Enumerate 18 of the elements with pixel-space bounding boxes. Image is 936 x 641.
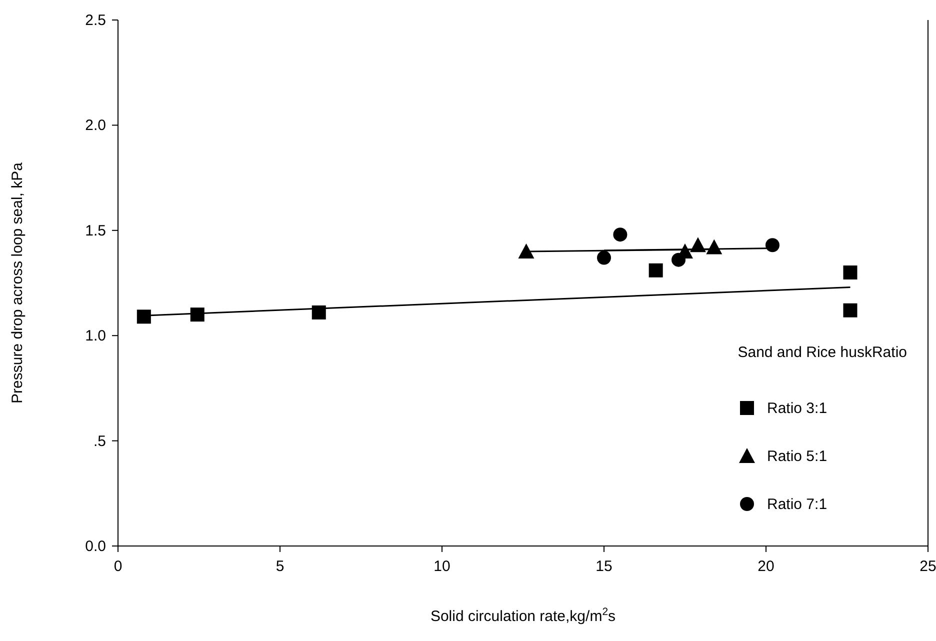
x-axis-title: Solid circulation rate,kg/m$^{2}$s	[430, 606, 616, 625]
x-tick-label: 15	[596, 558, 612, 575]
x-tick-label: 20	[758, 558, 774, 575]
y-axis-title: Pressure drop across loop seal, kPa	[9, 162, 26, 404]
x-tick-label: 5	[276, 558, 284, 575]
x-tick-label: 10	[434, 558, 450, 575]
y-tick-label: 0.0	[85, 538, 106, 555]
x-tick-label: 0	[114, 558, 122, 575]
y-tick-label: 1.0	[85, 328, 106, 345]
x-tick-label: 25	[920, 558, 936, 575]
y-tick-label: 2.5	[85, 12, 106, 29]
legend-label: Ratio 5:1	[767, 448, 828, 465]
y-tick-label: 2.0	[85, 117, 106, 134]
y-tick-label: .5	[93, 432, 106, 450]
legend-label: Ratio 3:1	[767, 400, 828, 417]
legend-title: Sand and Rice huskRatio	[738, 344, 907, 361]
legend-label: Ratio 7:1	[767, 496, 828, 513]
y-tick-label: 1.5	[85, 222, 106, 240]
